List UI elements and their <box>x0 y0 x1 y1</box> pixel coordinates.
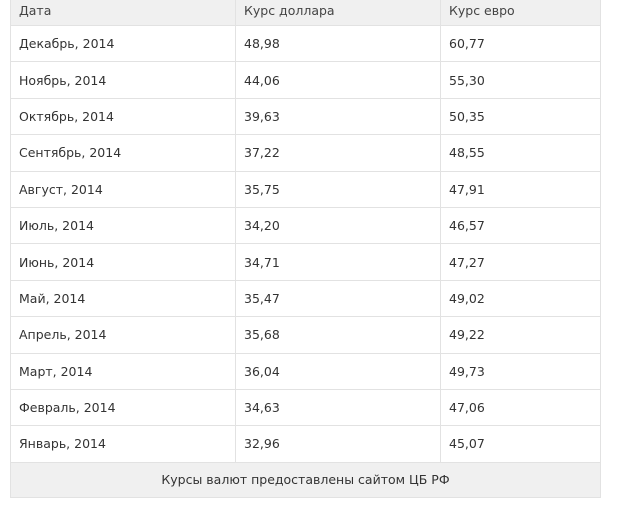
rate-cell: 48,55 <box>440 134 601 172</box>
rate-cell: 44,06 <box>235 61 441 99</box>
rate-cell: 35,75 <box>235 170 441 208</box>
rate-cell: 47,27 <box>440 243 601 281</box>
rate-cell: 45,07 <box>440 425 601 463</box>
footer-row: Курсы валют предоставлены сайтом ЦБ РФ <box>10 461 601 498</box>
source-note: Курсы валют предоставлены сайтом ЦБ РФ <box>10 461 601 498</box>
table-row: Декабрь, 2014 48,98 60,77 <box>10 24 601 63</box>
rate-cell: 46,57 <box>440 206 601 245</box>
table-row: Январь, 2014 32,96 45,07 <box>10 425 601 463</box>
table-row: Апрель, 2014 35,68 49,22 <box>10 316 601 354</box>
month-cell: Март, 2014 <box>10 352 236 390</box>
table-row: Июль, 2014 34,20 46,57 <box>10 206 601 245</box>
rate-cell: 47,06 <box>440 388 601 427</box>
rate-cell: 49,02 <box>440 279 601 318</box>
rate-cell: 35,47 <box>235 279 441 318</box>
month-cell: Апрель, 2014 <box>10 316 236 354</box>
month-cell: Октябрь, 2014 <box>10 97 236 136</box>
rate-cell: 50,35 <box>440 97 601 136</box>
rate-cell: 48,98 <box>235 24 441 63</box>
rate-cell: 34,63 <box>235 388 441 427</box>
month-cell: Июнь, 2014 <box>10 243 236 281</box>
table-row: Сентябрь, 2014 37,22 48,55 <box>10 134 601 172</box>
month-cell: Июль, 2014 <box>10 206 236 245</box>
rate-cell: 34,20 <box>235 206 441 245</box>
header-row: Дата Курс доллара Курс евро <box>10 0 601 26</box>
table-body: Декабрь, 2014 48,98 60,77 Ноябрь, 2014 44,06… <box>10 24 601 463</box>
rate-cell: 49,73 <box>440 352 601 390</box>
rate-cell: 35,68 <box>235 316 441 354</box>
month-cell: Май, 2014 <box>10 279 236 318</box>
rate-cell: 49,22 <box>440 316 601 354</box>
month-cell: Февраль, 2014 <box>10 388 236 427</box>
table-row: Август, 2014 35,75 47,91 <box>10 170 601 208</box>
rate-cell: 34,71 <box>235 243 441 281</box>
rates-table: Дата Курс доллара Курс евро Декабрь, 2014 4… <box>10 0 601 498</box>
month-cell: Январь, 2014 <box>10 425 236 463</box>
rate-cell: 32,96 <box>235 425 441 463</box>
rate-cell: 37,22 <box>235 134 441 172</box>
table-row: Октябрь, 2014 39,63 50,35 <box>10 97 601 136</box>
month-cell: Ноябрь, 2014 <box>10 61 236 99</box>
rate-cell: 47,91 <box>440 170 601 208</box>
column-header: Курс доллара <box>235 0 441 26</box>
rate-cell: 39,63 <box>235 97 441 136</box>
table-row: Ноябрь, 2014 44,06 55,30 <box>10 61 601 99</box>
month-cell: Август, 2014 <box>10 170 236 208</box>
column-header: Курс евро <box>440 0 601 26</box>
column-header: Дата <box>10 0 236 26</box>
rate-cell: 60,77 <box>440 24 601 63</box>
table-row: Июнь, 2014 34,71 47,27 <box>10 243 601 281</box>
month-cell: Декабрь, 2014 <box>10 24 236 63</box>
rate-cell: 36,04 <box>235 352 441 390</box>
table-row: Март, 2014 36,04 49,73 <box>10 352 601 390</box>
rates-panel: Дата Курс доллара Курс евро Декабрь, 2014 4… <box>10 0 601 498</box>
month-cell: Сентябрь, 2014 <box>10 134 236 172</box>
table-row: Февраль, 2014 34,63 47,06 <box>10 388 601 427</box>
rate-cell: 55,30 <box>440 61 601 99</box>
table-row: Май, 2014 35,47 49,02 <box>10 279 601 318</box>
